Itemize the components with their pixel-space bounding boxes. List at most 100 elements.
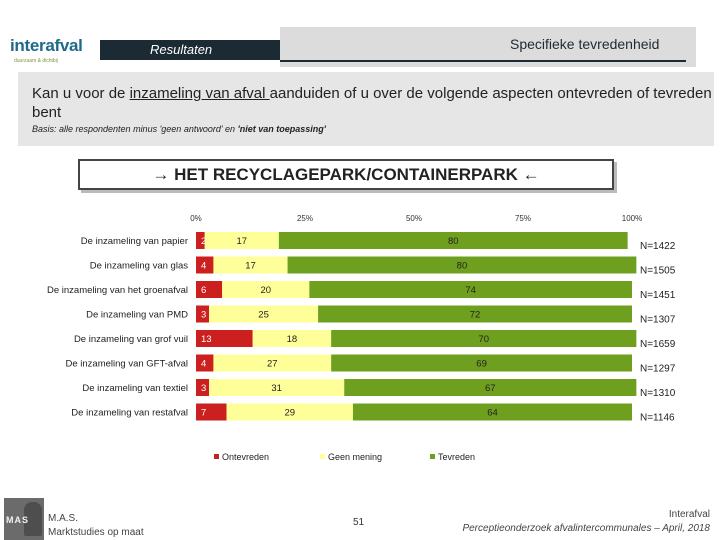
section-band (100, 40, 280, 60)
bar-segment-ontevreden (196, 232, 205, 249)
n-label: N=1310 (640, 388, 676, 399)
x-tick-label: 100% (622, 214, 642, 223)
bar-segment-ontevreden (196, 330, 253, 347)
data-label: 80 (448, 236, 459, 247)
logo-tagline: duurzaam & dichtbij (14, 58, 58, 64)
bar-segment-ontevreden (196, 256, 214, 274)
category-label: De inzameling van PMD (86, 310, 188, 321)
footer-company: M.A.S. Marktstudies op maat (48, 512, 144, 540)
basis-note: Basis: alle respondenten minus 'geen ant… (32, 124, 326, 134)
bar-segment-geen-mening (209, 379, 345, 396)
stacked-bar-chart: 0% 25% 50% 75% 100% De inzameling van papier 2… (47, 214, 676, 462)
footer-company-name: M.A.S. (48, 513, 79, 524)
data-label: 29 (284, 408, 295, 419)
data-label: 20 (260, 285, 271, 296)
bar-segment-tevreden (278, 232, 628, 249)
category-label: De inzameling van het groenafval (47, 285, 188, 296)
bar-segment-geen-mening (213, 256, 288, 274)
legend-label: Geen mening (328, 452, 382, 462)
bar-segment-geen-mening (209, 305, 319, 323)
data-label: 17 (245, 261, 256, 272)
mas-logo: MAS (4, 498, 44, 540)
page-title: Specifieke tevredenheid (510, 36, 660, 52)
bar-segment-tevreden (344, 379, 637, 396)
legend-swatch (430, 454, 435, 459)
data-label: 4 (201, 359, 206, 370)
n-label: N=1505 (640, 266, 676, 277)
bar-segment-tevreden (287, 256, 637, 274)
bar-segment-ontevreden (196, 379, 210, 396)
n-label: N=1659 (640, 339, 676, 350)
n-label: N=1297 (640, 364, 676, 375)
legend-swatch (214, 454, 219, 459)
legend-label: Ontevreden (222, 452, 269, 462)
n-label: N=1422 (640, 241, 676, 252)
data-label: 74 (465, 285, 476, 296)
category-label: De inzameling van glas (90, 261, 188, 272)
question-text: Kan u voor de inzameling van afval aandu… (32, 84, 712, 122)
category-label: De inzameling van GFT-afval (66, 359, 189, 370)
bar-segment-tevreden (331, 330, 637, 347)
footer-client: Interafval (668, 509, 710, 520)
category-label: De inzameling van papier (81, 236, 188, 247)
data-label: 72 (470, 310, 481, 321)
section-title: → HET RECYCLAGEPARK/CONTAINERPARK ← (152, 165, 540, 184)
data-label: 6 (201, 285, 206, 296)
bar-segment-tevreden (352, 403, 632, 421)
x-tick-label: 0% (190, 214, 202, 223)
mas-logo-text: MAS (6, 515, 29, 525)
bar-segment-tevreden (331, 354, 632, 372)
section-label: Resultaten (150, 42, 213, 57)
legend-label: Tevreden (438, 452, 475, 462)
basis-plain: Basis: alle respondenten minus 'geen ant… (32, 124, 238, 134)
footer-report: Interafval Perceptieonderzoek afvalinter… (462, 508, 710, 536)
n-label: N=1451 (640, 290, 676, 301)
logo-text: interafval (10, 36, 83, 55)
data-label: 3 (201, 310, 206, 321)
question-text-before: Kan u voor de (32, 85, 130, 102)
bar-segment-geen-mening (252, 330, 332, 347)
n-label: N=1307 (640, 315, 676, 326)
x-tick-label: 25% (297, 214, 313, 223)
legend-swatch (320, 454, 325, 459)
data-label: 3 (201, 383, 206, 394)
section-title-box: → HET RECYCLAGEPARK/CONTAINERPARK ← (78, 159, 614, 190)
data-label: 64 (487, 408, 498, 419)
bar-segment-ontevreden (196, 354, 214, 372)
bar-segment-ontevreden (196, 305, 210, 323)
x-tick-label: 75% (515, 214, 531, 223)
data-label: 80 (457, 261, 468, 272)
bar-segment-geen-mening (222, 281, 310, 298)
n-label: N=1146 (640, 413, 675, 424)
category-label: De inzameling van textiel (82, 383, 188, 394)
question-text-underlined: inzameling van afval (129, 85, 270, 102)
category-label: De inzameling van restafval (71, 408, 188, 419)
data-label: 70 (478, 334, 489, 345)
data-label: 67 (485, 383, 496, 394)
title-rule (280, 60, 686, 62)
question-panel (18, 72, 714, 146)
data-label: 4 (201, 261, 206, 272)
bar-segment-geen-mening (204, 232, 279, 249)
basis-bold: 'niet van toepassing' (237, 124, 326, 134)
data-label: 13 (201, 334, 212, 345)
bar-segment-ontevreden (196, 281, 223, 298)
data-label: 27 (267, 359, 278, 370)
bar-segment-tevreden (309, 281, 632, 298)
data-label: 69 (476, 359, 487, 370)
data-label: 18 (287, 334, 298, 345)
bar-segment-geen-mening (213, 354, 332, 372)
bar-segment-ontevreden (196, 403, 227, 421)
x-tick-label: 50% (406, 214, 422, 223)
category-label: De inzameling van grof vuil (74, 334, 188, 345)
question-text-after: aanduiden of u over de volgende aspecten… (32, 85, 712, 121)
data-label: 25 (258, 310, 269, 321)
interafval-logo: interafval duurzaam & dichtbij (10, 36, 83, 64)
data-label: 17 (236, 236, 247, 247)
bar-segment-tevreden (318, 305, 632, 323)
footer-report-title: Perceptieonderzoek afvalintercommunales … (462, 523, 710, 534)
bar-segment-geen-mening (226, 403, 353, 421)
footer-company-tagline: Marktstudies op maat (48, 527, 144, 538)
data-label: 31 (271, 383, 282, 394)
mas-logo-portrait (24, 502, 42, 536)
